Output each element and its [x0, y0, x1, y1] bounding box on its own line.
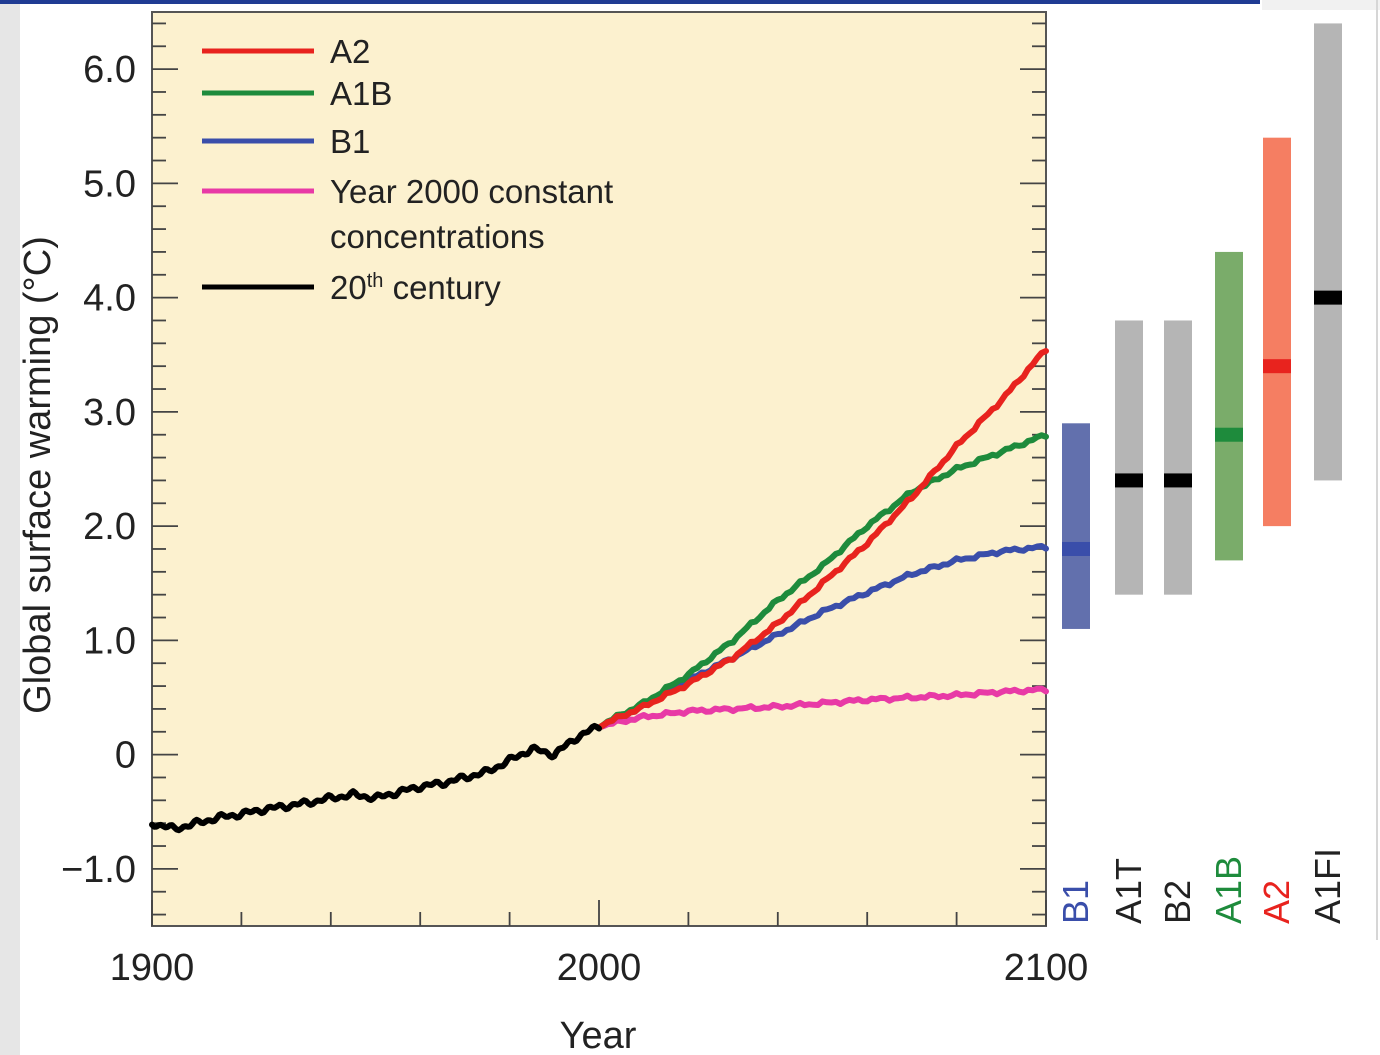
range-bar-a2 [1263, 137, 1291, 527]
legend-label: A1B [330, 75, 392, 112]
range-label-a2: A2 [1256, 880, 1297, 924]
y-tick-label: 6.0 [83, 49, 136, 91]
y-tick-label: 3.0 [83, 392, 136, 434]
series-line-a1b [596, 432, 1049, 731]
range-label-b1: B1 [1055, 880, 1096, 924]
x-tick-label: 1900 [110, 947, 195, 989]
best-estimate-a2 [1263, 359, 1291, 374]
legend-label: 20th century [330, 269, 501, 306]
series-line-year-2000-constant-concentrations [596, 685, 1049, 731]
y-tick-label: 4.0 [83, 278, 136, 320]
top-right-gutter [1262, 0, 1380, 10]
range-bar-a1t [1115, 320, 1143, 595]
y-axis-title: Global surface warming (°C) [17, 236, 59, 714]
y-tick-label: 0 [115, 735, 136, 777]
x-axis-title: Year [560, 1015, 637, 1055]
legend-label: A2 [330, 33, 370, 70]
best-estimate-a1b [1215, 427, 1243, 442]
range-bar-b1 [1062, 423, 1090, 629]
x-tick-label: 2100 [1004, 947, 1089, 989]
range-label-a1fi: A1FI [1307, 848, 1348, 924]
range-bar-a1fi [1314, 23, 1342, 481]
series-line-a2 [596, 348, 1049, 731]
range-label-a1t: A1T [1108, 858, 1149, 924]
legend-label: B1 [330, 123, 370, 160]
best-estimate-a1t [1115, 473, 1143, 488]
y-tick-label: 1.0 [83, 620, 136, 662]
range-bar-b2 [1164, 320, 1192, 595]
legend-label-line2: concentrations [330, 218, 545, 255]
legend-label: Year 2000 constant [330, 173, 613, 210]
y-tick-label: −1.0 [61, 849, 136, 891]
x-tick-label: 2000 [557, 947, 642, 989]
range-label-a1b: A1B [1208, 856, 1249, 924]
range-label-b2: B2 [1157, 880, 1198, 924]
right-edge-line [1376, 0, 1378, 940]
top-accent-line [0, 0, 1260, 4]
y-tick-label: 5.0 [83, 163, 136, 205]
best-estimate-b2 [1164, 473, 1192, 488]
plot-area [151, 11, 1047, 927]
series-line-20th-century [149, 722, 602, 834]
best-estimate-b1 [1062, 541, 1090, 556]
left-margin-strip [0, 0, 20, 1055]
y-tick-label: 2.0 [83, 506, 136, 548]
range-bar-a1b [1215, 251, 1243, 561]
best-estimate-a1fi [1314, 290, 1342, 305]
